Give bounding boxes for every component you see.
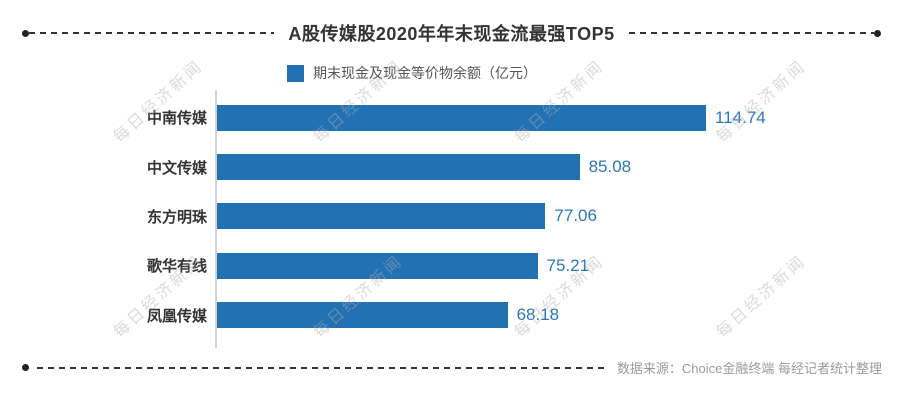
value-label: 114.74	[715, 107, 766, 127]
title-rule-left-dot	[22, 29, 29, 37]
value-label: 68.18	[516, 305, 560, 325]
value-label: 77.06	[554, 206, 597, 226]
y-axis-line	[215, 90, 217, 348]
bar-track: 85.08	[217, 154, 915, 181]
title-rule-left-dash	[29, 32, 275, 34]
chart-title: A股传媒股2020年年末现金流最强TOP5	[288, 24, 615, 44]
category-label: 东方明珠	[146, 208, 207, 226]
legend-swatch-icon	[287, 64, 304, 82]
value-label: 85.08	[588, 157, 632, 177]
legend-label: 期末现金及现金等价物余额（亿元）	[313, 65, 537, 81]
category-label: 凤凰传媒	[146, 307, 207, 325]
value-label: 75.21	[546, 255, 590, 275]
bar-track: 114.74	[217, 104, 915, 131]
category-label: 中文传媒	[146, 159, 207, 177]
bar-row: 歌华有线 75.21	[0, 241, 915, 290]
title-rule: A股传媒股2020年年末现金流最强TOP5	[22, 20, 882, 46]
bar	[217, 154, 580, 181]
footer-rule: 数据来源：Choice金融终端 每经记者统计整理	[22, 360, 882, 376]
bar-row: 中南传媒 114.74	[0, 93, 915, 142]
bar-row: 中文传媒 85.08	[0, 142, 915, 191]
bar-row: 凤凰传媒 68.18	[0, 291, 915, 340]
bar	[217, 203, 546, 230]
category-label: 中南传媒	[146, 110, 207, 128]
bar	[217, 302, 508, 329]
data-source-text: 数据来源：Choice金融终端 每经记者统计整理	[616, 361, 882, 376]
title-rule-right-dot	[874, 29, 882, 37]
footer-rule-left-dot	[22, 364, 29, 371]
bar	[217, 104, 706, 131]
category-label: 歌华有线	[146, 258, 207, 276]
legend: 期末现金及现金等价物余额（亿元）	[287, 63, 537, 83]
bar-track: 68.18	[217, 302, 915, 329]
bar-track: 77.06	[217, 203, 915, 230]
bar-plot: 中南传媒 114.74 中文传媒 85.08 东方明珠 77.06 歌华有线 75.21 凤凰传…	[0, 93, 915, 340]
bar-row: 东方明珠 77.06	[0, 192, 915, 241]
title-rule-right-dash	[628, 32, 875, 34]
footer-rule-dash	[37, 366, 607, 369]
bar-track: 75.21	[217, 252, 915, 279]
bar	[217, 252, 538, 279]
